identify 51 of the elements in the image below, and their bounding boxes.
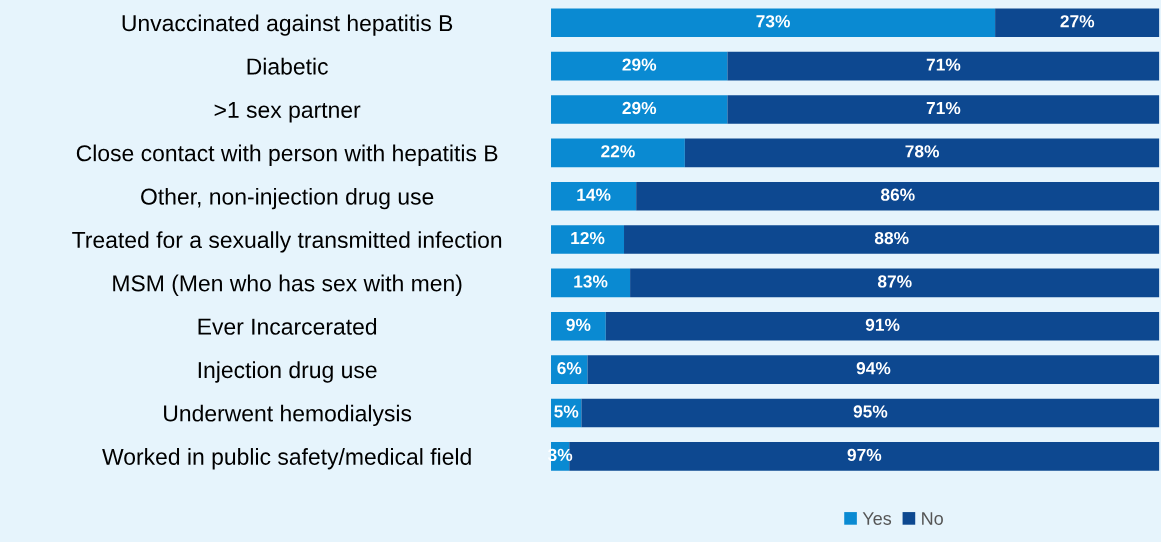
bar [551, 8, 996, 38]
data-label: 78% [905, 145, 940, 158]
bar [605, 311, 1160, 341]
bar [551, 138, 685, 168]
bar [551, 225, 625, 254]
data-label: 94% [856, 362, 891, 375]
y-tick-label: Worked in public safety/medical field [102, 448, 471, 470]
data-label: 86% [880, 188, 915, 201]
bar [551, 311, 606, 341]
bar [587, 355, 1160, 384]
y-tick-label: Close contact with person with hepatitis B [76, 144, 498, 166]
bar [727, 51, 1160, 81]
data-label: 6% [557, 362, 582, 375]
data-label: 5% [554, 405, 579, 418]
data-label: 12% [571, 231, 605, 245]
bar [995, 8, 1160, 38]
bar [727, 95, 1160, 124]
bar [551, 181, 637, 211]
y-tick-label: MSM (Men who has sex with men) [113, 274, 462, 296]
bar [624, 225, 1160, 254]
data-label: 95% [853, 405, 888, 418]
data-label: 29% [622, 58, 657, 71]
bar [581, 398, 1160, 428]
y-tick-label: Diabetic [247, 57, 328, 75]
y-tick-label: Treated for a sexually transmitted infection [72, 231, 502, 253]
y-tick-label: >1 sex partner [214, 102, 361, 123]
data-label: 14% [577, 188, 611, 201]
y-tick-label: Ever Incarcerated [198, 317, 377, 335]
bar [684, 138, 1160, 168]
bar [551, 51, 728, 81]
bar [630, 268, 1160, 298]
legend-label: Yes [862, 512, 892, 525]
y-tick-label: Other, non-injection drug use [141, 187, 434, 210]
data-label: 87% [877, 275, 912, 288]
data-label: 27% [1060, 15, 1095, 28]
data-label: 22% [601, 145, 635, 158]
data-label: 13% [574, 275, 608, 288]
y-tick-label: Underwent hemodialysis [164, 404, 412, 427]
data-label: 97% [847, 448, 882, 462]
y-tick-label: Injection drug use [198, 361, 377, 383]
legend-label: No [922, 512, 943, 525]
data-label: 73% [756, 15, 790, 28]
y-tick-label: Unvaccinated against hepatitis B [122, 14, 453, 36]
bar [636, 181, 1160, 211]
data-label: 9% [566, 318, 591, 331]
bar [551, 95, 728, 124]
data-label: 88% [874, 231, 909, 245]
data-label: 91% [865, 318, 900, 331]
data-label: 71% [926, 58, 961, 71]
data-label: 29% [622, 101, 657, 115]
data-label: 71% [926, 101, 961, 115]
